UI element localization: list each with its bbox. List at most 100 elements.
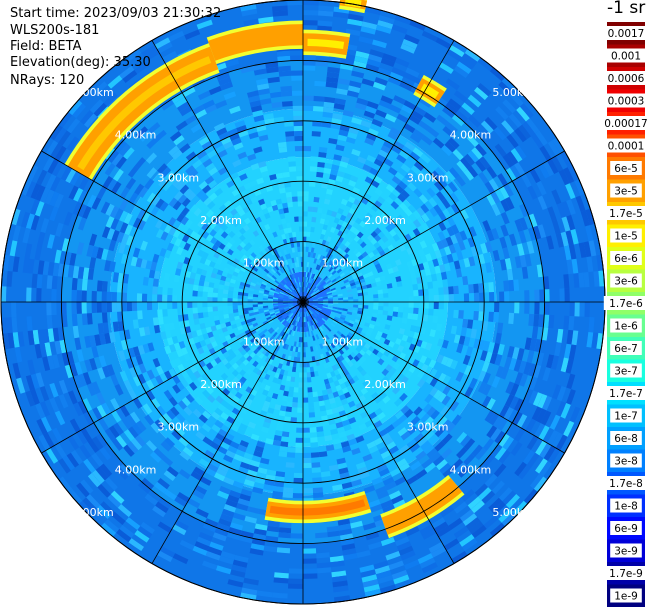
gate-cell (213, 216, 222, 225)
gate-cell (225, 241, 233, 249)
colorbar-tick-label: 3e-8 (614, 456, 638, 468)
gate-cell (172, 374, 181, 385)
gate-cell (192, 336, 200, 344)
gate-cell (344, 356, 351, 364)
gate-cell (247, 421, 257, 429)
gate-cell (338, 297, 344, 301)
gate-cell (297, 201, 303, 207)
gate-cell (339, 393, 346, 401)
gate-cell (450, 224, 460, 235)
gate-cell (418, 194, 429, 204)
gate-cell (316, 283, 321, 288)
gate-cell (383, 437, 394, 446)
gate-cell (325, 328, 330, 334)
gate-cell (437, 338, 444, 348)
gate-cell (239, 281, 246, 287)
gate-cell (225, 384, 234, 392)
gate-cell (335, 312, 342, 317)
gate-cell (303, 357, 307, 363)
gate-cell (272, 297, 279, 300)
gate-cell (300, 281, 303, 287)
gate-cell (318, 302, 324, 305)
gate-cell (285, 462, 295, 468)
gate-cell (281, 431, 290, 438)
gate-cell (374, 407, 383, 416)
gate-cell (289, 324, 293, 330)
gate-cell (337, 367, 344, 374)
gate-cell (351, 148, 361, 157)
gate-cell (250, 337, 257, 344)
gate-cell (247, 293, 254, 297)
gate-cell (313, 274, 317, 280)
gate-cell (257, 161, 267, 168)
gate-cell (340, 232, 347, 239)
gate-cell (202, 311, 209, 318)
gate-cell (384, 216, 393, 225)
gate-cell (262, 367, 269, 374)
gate-cell (365, 349, 373, 356)
gate-cell (291, 257, 295, 264)
gate-cell (269, 311, 275, 315)
gate-cell (288, 287, 293, 292)
gate-cell (347, 306, 354, 310)
gate-cell (250, 252, 257, 259)
gate-cell (288, 312, 293, 317)
gate-cell (429, 368, 438, 378)
gate-cell (278, 146, 288, 153)
gate-cell (361, 251, 369, 258)
gate-cell (348, 296, 354, 300)
gate-cell (323, 284, 329, 289)
gate-cell (269, 269, 275, 276)
gate-cell (185, 227, 194, 237)
gate-cell (284, 333, 289, 339)
gate-cell (363, 305, 369, 309)
gate-cell (180, 369, 190, 379)
gate-cell (356, 326, 363, 332)
gate-cell (308, 321, 311, 327)
gate-cell (262, 279, 269, 284)
gate-cell (397, 427, 408, 437)
gate-cell (372, 348, 379, 356)
gate-cell (426, 406, 436, 417)
gate-cell (245, 257, 253, 264)
gate-cell (240, 320, 247, 326)
gate-cell (312, 396, 319, 403)
gate-cell (299, 241, 303, 247)
gate-cell (235, 276, 242, 282)
gate-cell (231, 407, 241, 416)
gate-cell (232, 271, 239, 277)
gate-cell (269, 262, 275, 269)
gate-cell (227, 302, 233, 306)
gate-cell (269, 289, 275, 293)
gate-cell (294, 336, 298, 342)
gate-cell (283, 327, 288, 333)
gate-cell (414, 326, 422, 334)
gate-cell (293, 320, 297, 326)
gate-cell (352, 274, 359, 280)
gate-cell (178, 255, 186, 264)
gate-cell (349, 269, 356, 275)
gate-cell (152, 317, 159, 326)
gate-cell (327, 295, 333, 299)
gate-cell (441, 339, 449, 349)
gate-cell (373, 241, 381, 249)
gate-cell (318, 146, 328, 153)
gate-cell (237, 302, 243, 306)
gate-cell (374, 334, 382, 341)
gate-cell (296, 282, 300, 288)
gate-cell (291, 196, 298, 202)
gate-cell (287, 355, 292, 362)
gate-cell (270, 312, 276, 317)
gate-cell (292, 330, 296, 337)
gate-cell (283, 306, 289, 310)
gate-cell (234, 267, 241, 274)
gate-cell (185, 367, 194, 377)
gate-cell (205, 233, 214, 242)
gate-cell (325, 289, 332, 293)
gate-cell (368, 445, 379, 454)
gate-cell (425, 374, 434, 385)
gate-cell (385, 183, 395, 193)
gate-cell (403, 207, 413, 217)
gate-cell (340, 398, 349, 406)
